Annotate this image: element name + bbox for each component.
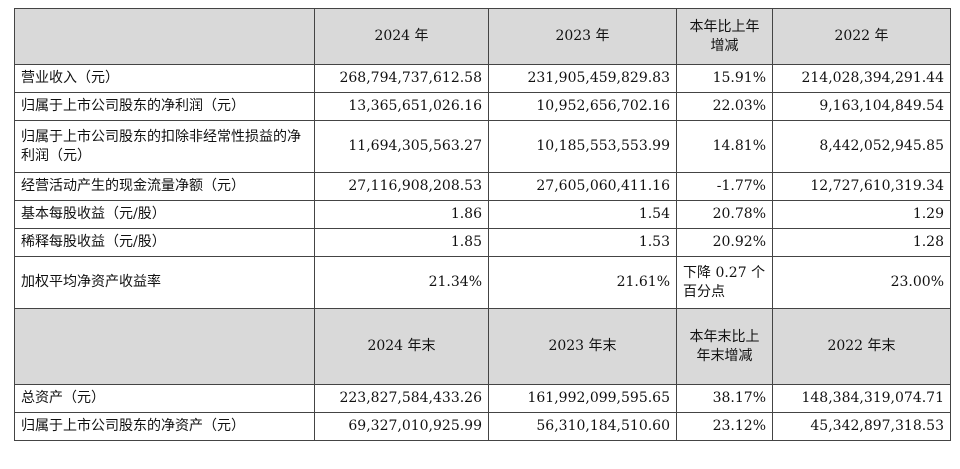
header-col-2023-end: 2023 年末	[488, 308, 677, 385]
value-2024: 13,365,651,026.16	[314, 92, 489, 121]
row-label: 基本每股收益（元/股）	[14, 200, 315, 229]
value-change: 38.17%	[676, 384, 773, 413]
value-2024: 268,794,737,612.58	[314, 64, 489, 93]
row-label: 归属于上市公司股东的净利润（元）	[14, 92, 315, 121]
value-2022: 9,163,104,849.54	[772, 92, 951, 121]
header-col-2024-end: 2024 年末	[314, 308, 489, 385]
table-row: 经营活动产生的现金流量净额（元） 27,116,908,208.53 27,60…	[14, 172, 951, 201]
header-row-annual: 2024 年 2023 年 本年比上年增减 2022 年	[14, 8, 951, 65]
row-label: 归属于上市公司股东的净资产（元）	[14, 412, 315, 441]
value-2023-end: 161,992,099,595.65	[488, 384, 677, 413]
table-row: 营业收入（元） 268,794,737,612.58 231,905,459,8…	[14, 64, 951, 93]
value-change: 23.12%	[676, 412, 773, 441]
value-2023: 10,185,553,553.99	[488, 120, 677, 173]
value-2022: 8,442,052,945.85	[772, 120, 951, 173]
value-change: -1.77%	[676, 172, 773, 201]
row-label: 归属于上市公司股东的扣除非经常性损益的净利润（元）	[14, 120, 315, 173]
table-row: 加权平均净资产收益率 21.34% 21.61% 下降 0.27 个百分点 23…	[14, 256, 951, 309]
table-row: 稀释每股收益（元/股） 1.85 1.53 20.92% 1.28	[14, 228, 951, 257]
financial-table-container: 2024 年 2023 年 本年比上年增减 2022 年 营业收入（元） 268…	[14, 8, 951, 441]
value-change: 20.78%	[676, 200, 773, 229]
value-change: 下降 0.27 个百分点	[676, 256, 773, 309]
value-2022: 1.29	[772, 200, 951, 229]
value-2022: 1.28	[772, 228, 951, 257]
header-col-2024: 2024 年	[314, 8, 489, 65]
table-row: 总资产（元） 223,827,584,433.26 161,992,099,59…	[14, 384, 951, 413]
row-label: 稀释每股收益（元/股）	[14, 228, 315, 257]
key-financial-data-table: 2024 年 2023 年 本年比上年增减 2022 年 营业收入（元） 268…	[14, 8, 951, 441]
value-2023: 10,952,656,702.16	[488, 92, 677, 121]
row-label: 加权平均净资产收益率	[14, 256, 315, 309]
value-2022: 23.00%	[772, 256, 951, 309]
header-col-yoy-change: 本年比上年增减	[676, 8, 773, 65]
header-col-2023: 2023 年	[488, 8, 677, 65]
header-blank-cell	[14, 308, 315, 385]
header-col-2022: 2022 年	[772, 8, 951, 65]
value-2023: 1.53	[488, 228, 677, 257]
row-label: 营业收入（元）	[14, 64, 315, 93]
value-2024: 27,116,908,208.53	[314, 172, 489, 201]
table-row: 归属于上市公司股东的净资产（元） 69,327,010,925.99 56,31…	[14, 412, 951, 441]
value-change: 14.81%	[676, 120, 773, 173]
row-label: 总资产（元）	[14, 384, 315, 413]
value-2022-end: 45,342,897,318.53	[772, 412, 951, 441]
table-row: 归属于上市公司股东的扣除非经常性损益的净利润（元） 11,694,305,563…	[14, 120, 951, 173]
value-2024: 1.86	[314, 200, 489, 229]
value-2022-end: 148,384,319,074.71	[772, 384, 951, 413]
value-2023: 27,605,060,411.16	[488, 172, 677, 201]
value-2024: 1.85	[314, 228, 489, 257]
value-2022: 214,028,394,291.44	[772, 64, 951, 93]
value-change: 22.03%	[676, 92, 773, 121]
value-2023: 21.61%	[488, 256, 677, 309]
value-2023: 231,905,459,829.83	[488, 64, 677, 93]
row-label: 经营活动产生的现金流量净额（元）	[14, 172, 315, 201]
table-row: 归属于上市公司股东的净利润（元） 13,365,651,026.16 10,95…	[14, 92, 951, 121]
header-col-yoy-change-end: 本年末比上年末增减	[676, 308, 773, 385]
value-2023: 1.54	[488, 200, 677, 229]
value-2023-end: 56,310,184,510.60	[488, 412, 677, 441]
value-2024: 21.34%	[314, 256, 489, 309]
value-change: 20.92%	[676, 228, 773, 257]
value-2024-end: 223,827,584,433.26	[314, 384, 489, 413]
header-row-year-end: 2024 年末 2023 年末 本年末比上年末增减 2022 年末	[14, 308, 951, 385]
header-blank-cell	[14, 8, 315, 65]
table-row: 基本每股收益（元/股） 1.86 1.54 20.78% 1.29	[14, 200, 951, 229]
value-2022: 12,727,610,319.34	[772, 172, 951, 201]
value-2024-end: 69,327,010,925.99	[314, 412, 489, 441]
value-2024: 11,694,305,563.27	[314, 120, 489, 173]
header-col-2022-end: 2022 年末	[772, 308, 951, 385]
value-change: 15.91%	[676, 64, 773, 93]
